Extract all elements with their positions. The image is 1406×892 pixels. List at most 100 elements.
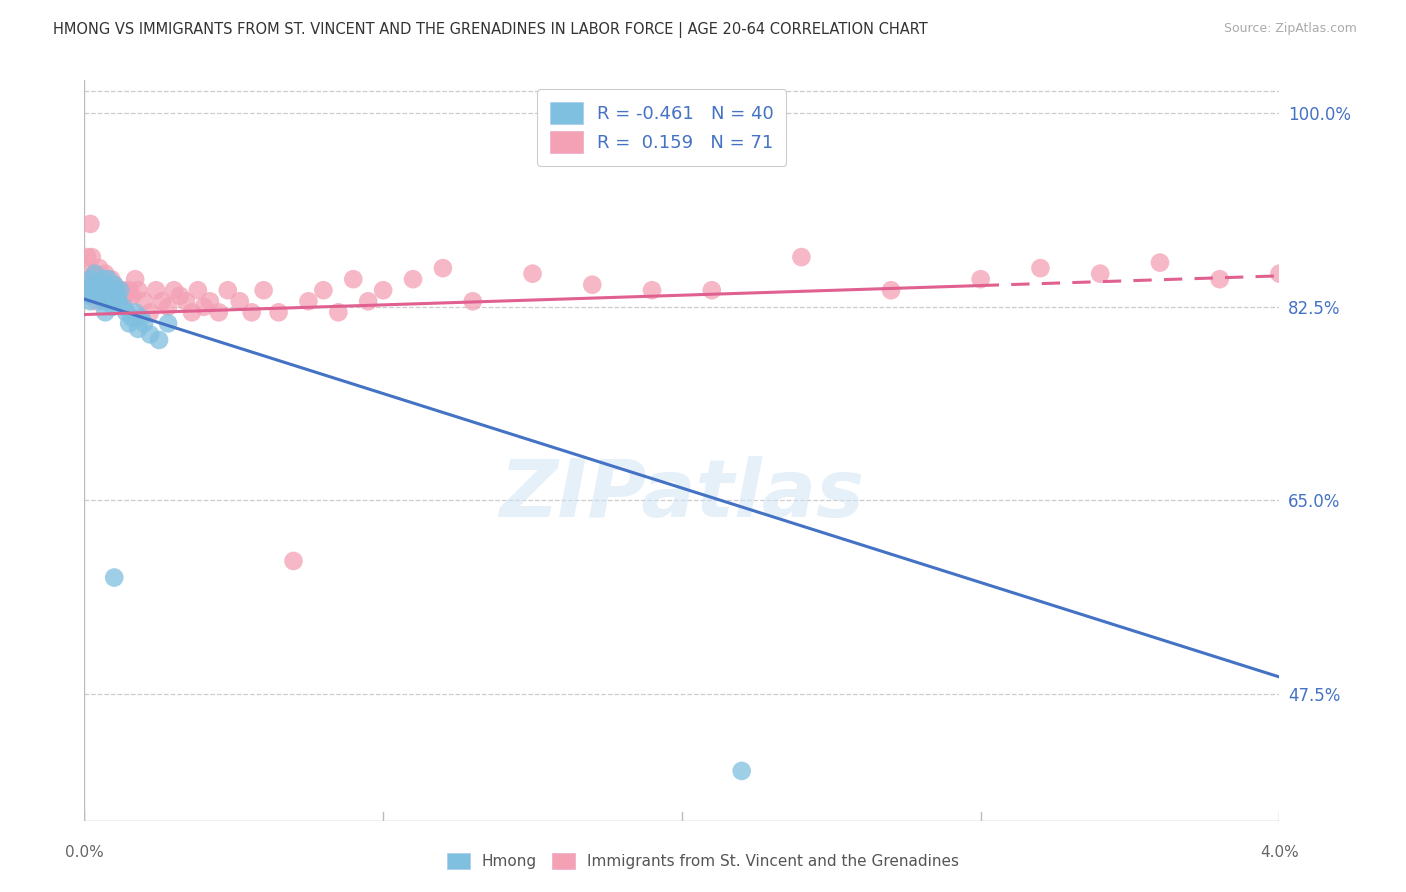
Point <box>1388 261 1406 276</box>
Point <box>94 267 117 281</box>
Point <box>127 283 149 297</box>
Point <box>148 333 170 347</box>
Point <box>121 310 143 325</box>
Point <box>145 283 167 297</box>
Point <box>76 250 98 264</box>
Point <box>342 272 364 286</box>
Point <box>79 272 101 286</box>
Point <box>97 294 120 309</box>
Point <box>91 294 114 309</box>
Point <box>139 327 162 342</box>
Point <box>80 277 103 292</box>
Point <box>124 272 146 286</box>
Point <box>169 289 191 303</box>
Point <box>267 305 290 319</box>
Point <box>97 283 120 297</box>
Point <box>328 305 350 319</box>
Point <box>253 283 276 297</box>
Point <box>77 289 100 303</box>
Point <box>121 289 143 303</box>
Point <box>157 300 180 314</box>
Point <box>731 764 754 778</box>
Point <box>89 261 111 276</box>
Point <box>312 283 335 297</box>
Point <box>198 294 221 309</box>
Point <box>970 272 993 286</box>
Point <box>97 272 120 286</box>
Point <box>83 267 105 281</box>
Point <box>1329 272 1351 286</box>
Point <box>105 289 128 303</box>
Point <box>103 570 125 584</box>
Point <box>110 283 132 297</box>
Point <box>89 283 111 297</box>
Point <box>581 277 603 292</box>
Text: 0.0%: 0.0% <box>65 845 104 860</box>
Point <box>80 250 103 264</box>
Point <box>112 300 135 314</box>
Point <box>1268 267 1291 281</box>
Point <box>118 283 141 297</box>
Point <box>77 267 100 281</box>
Point <box>98 289 121 303</box>
Point <box>94 305 117 319</box>
Point <box>82 283 104 297</box>
Point <box>79 217 101 231</box>
Point <box>132 294 156 309</box>
Point <box>103 277 125 292</box>
Point <box>118 317 141 331</box>
Point <box>297 294 319 309</box>
Point <box>373 283 395 297</box>
Point <box>193 300 215 314</box>
Point <box>174 294 197 309</box>
Point <box>1209 272 1232 286</box>
Point <box>107 294 129 309</box>
Point <box>1090 267 1112 281</box>
Point <box>139 305 162 319</box>
Text: ZIPatlas: ZIPatlas <box>499 456 865 534</box>
Point <box>283 554 305 568</box>
Point <box>880 283 903 297</box>
Text: Source: ZipAtlas.com: Source: ZipAtlas.com <box>1223 22 1357 36</box>
Point <box>103 277 125 292</box>
Point <box>357 294 380 309</box>
Point <box>228 294 252 309</box>
Point <box>100 283 122 297</box>
Point <box>90 277 112 292</box>
Point <box>132 317 156 331</box>
Point <box>240 305 263 319</box>
Point <box>208 305 231 319</box>
Point <box>187 283 209 297</box>
Point <box>461 294 484 309</box>
Point <box>157 317 180 331</box>
Point <box>82 283 104 297</box>
Point <box>127 322 149 336</box>
Point <box>217 283 239 297</box>
Point <box>93 272 115 286</box>
Point <box>1149 255 1171 269</box>
Point <box>641 283 664 297</box>
Point <box>181 305 204 319</box>
Point <box>432 261 454 276</box>
Point <box>790 250 813 264</box>
Point <box>104 283 127 297</box>
Point <box>91 277 114 292</box>
Point <box>1029 261 1052 276</box>
Point <box>101 300 124 314</box>
Point <box>96 285 118 300</box>
Point <box>163 283 186 297</box>
Point <box>83 267 105 281</box>
Point <box>115 305 138 319</box>
Point <box>87 289 110 303</box>
Point <box>402 272 425 286</box>
Point <box>76 283 98 297</box>
Point <box>86 283 108 297</box>
Point <box>103 294 125 309</box>
Point <box>112 283 135 297</box>
Point <box>91 283 114 297</box>
Text: HMONG VS IMMIGRANTS FROM ST. VINCENT AND THE GRENADINES IN LABOR FORCE | AGE 20-: HMONG VS IMMIGRANTS FROM ST. VINCENT AND… <box>53 22 928 38</box>
Point <box>129 310 152 325</box>
Point <box>110 289 132 303</box>
Point <box>150 294 173 309</box>
Legend: Hmong, Immigrants from St. Vincent and the Grenadines: Hmong, Immigrants from St. Vincent and t… <box>440 847 966 875</box>
